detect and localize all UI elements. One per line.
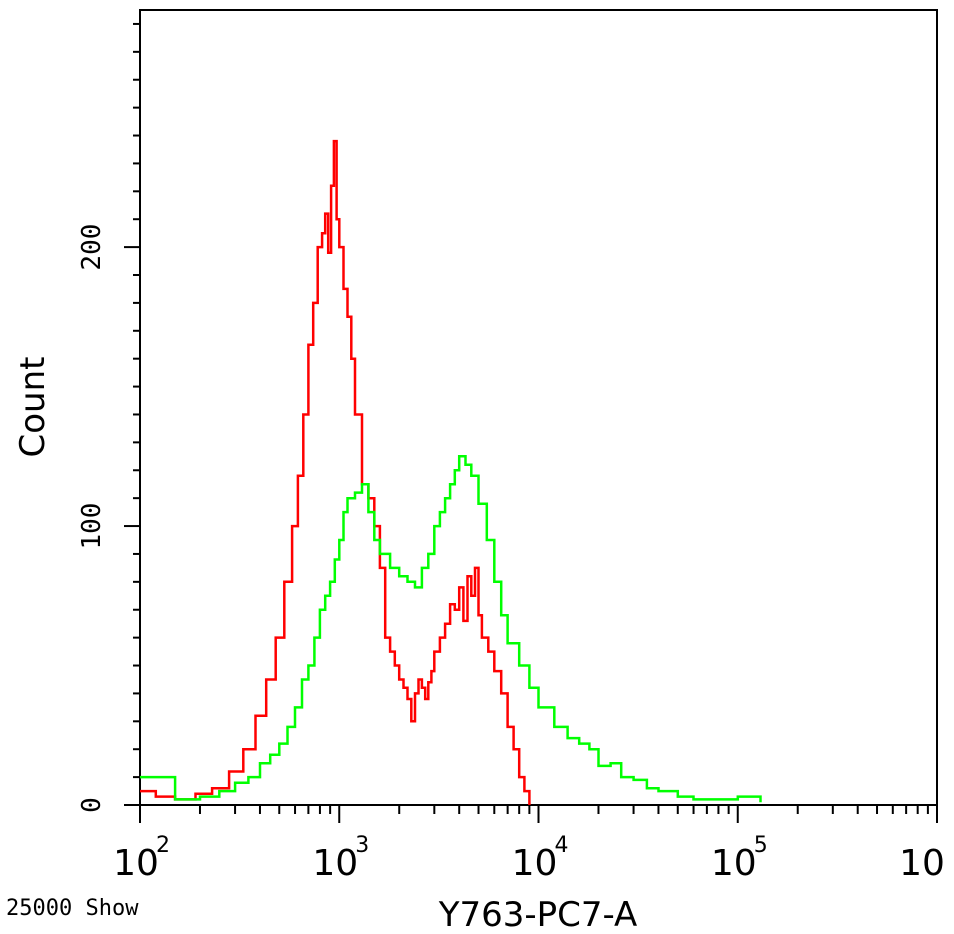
x-axis-title: Y763-PC7-A bbox=[438, 895, 638, 934]
y-tick-label: 0 bbox=[77, 797, 107, 813]
series-layer bbox=[140, 139, 762, 805]
x-tick-label: 10 bbox=[113, 843, 159, 884]
x-tick-exponent: 5 bbox=[754, 833, 768, 858]
x-tick-label: 10 bbox=[312, 843, 358, 884]
y-tick-label: 200 bbox=[77, 224, 107, 271]
y-axis-ticks: 0 100 200 bbox=[77, 22, 140, 813]
series-red-line bbox=[140, 139, 531, 805]
series-green-line bbox=[140, 455, 762, 803]
x-tick-label: 10 bbox=[512, 843, 558, 884]
plot-frame bbox=[139, 9, 938, 806]
y-tick-label: 100 bbox=[77, 503, 107, 550]
x-tick-exponent: 2 bbox=[156, 833, 170, 858]
x-tick-exponent: 4 bbox=[555, 833, 569, 858]
events-shown-label: 25000 Show bbox=[6, 896, 139, 921]
x-axis-ticks: 102 103 104 105 10 bbox=[113, 805, 945, 884]
x-tick-exponent: 3 bbox=[355, 833, 369, 858]
y-axis-title: Count bbox=[13, 357, 53, 458]
x-tick-label: 10 bbox=[711, 843, 757, 884]
x-tick-label: 10 bbox=[899, 843, 945, 884]
